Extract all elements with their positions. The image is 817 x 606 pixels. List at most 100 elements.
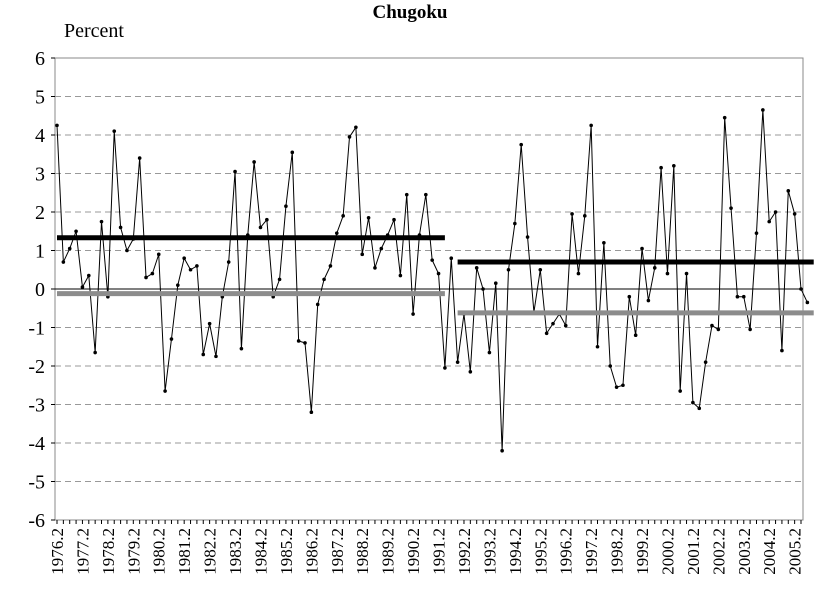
data-point	[347, 135, 352, 139]
y-tick-label: 4	[35, 125, 45, 147]
y-tick-label: -3	[28, 395, 45, 417]
x-tick-label: 1985.2	[277, 528, 296, 575]
y-tick-label: -6	[28, 510, 45, 532]
y-tick-label: -1	[28, 318, 45, 340]
y-tick-label: 0	[35, 279, 45, 301]
data-point	[61, 260, 66, 264]
data-point	[392, 217, 396, 222]
data-point	[404, 192, 409, 197]
data-point	[513, 221, 517, 226]
data-point	[341, 214, 345, 218]
data-point	[735, 294, 740, 299]
data-point	[182, 256, 186, 261]
data-point	[137, 156, 142, 160]
x-tick-label: 1995.2	[531, 528, 550, 575]
y-tick-label: -5	[28, 472, 45, 494]
data-point	[627, 294, 632, 299]
data-point	[640, 246, 644, 251]
data-point	[322, 277, 326, 282]
data-point	[443, 366, 447, 370]
y-tick-label: 3	[35, 164, 45, 186]
data-point	[519, 142, 524, 147]
data-point	[239, 346, 244, 351]
x-tick-label: 1991.2	[430, 528, 449, 575]
data-point	[786, 189, 791, 193]
x-tick-label: 1993.2	[480, 528, 499, 575]
data-point	[672, 164, 676, 168]
data-point	[411, 312, 415, 316]
x-tick-label: 1992.2	[455, 528, 474, 575]
data-point	[729, 206, 733, 210]
data-point	[589, 123, 593, 128]
x-tick-label: 1990.2	[404, 528, 423, 575]
x-tick-label: 1978.2	[99, 528, 118, 575]
data-point	[455, 360, 460, 364]
data-point	[697, 406, 702, 411]
y-tick-label: 6	[35, 48, 45, 70]
data-point	[652, 266, 657, 270]
data-point	[430, 258, 434, 262]
data-point	[474, 266, 479, 270]
data-point	[449, 256, 454, 261]
data-point	[354, 125, 358, 130]
x-tick-label: 2005.2	[786, 528, 805, 575]
series-line	[56, 109, 808, 452]
data-point	[633, 333, 638, 338]
data-point	[303, 341, 307, 345]
data-point	[500, 448, 504, 453]
data-point	[93, 350, 97, 355]
x-tick-label: 1979.2	[124, 528, 143, 575]
y-tick-label: 2	[35, 202, 45, 224]
data-point	[118, 225, 123, 230]
data-point	[748, 327, 752, 332]
data-point	[55, 123, 59, 128]
x-tick-label: 1986.2	[302, 528, 321, 575]
data-point	[163, 389, 167, 393]
data-point	[493, 281, 498, 286]
data-point	[684, 271, 689, 276]
data-point	[290, 150, 295, 155]
x-tick-label: 2002.2	[709, 528, 728, 575]
x-tick-label: 2003.2	[735, 528, 754, 575]
data-point	[99, 219, 104, 224]
data-point	[360, 252, 365, 257]
data-point	[773, 210, 778, 214]
data-point	[538, 267, 543, 272]
x-tick-label: 1989.2	[379, 528, 398, 575]
data-point	[665, 271, 670, 276]
data-point	[112, 129, 117, 133]
data-point	[563, 323, 568, 328]
data-point	[424, 192, 428, 197]
data-point	[258, 225, 263, 230]
data-point	[792, 212, 797, 216]
data-point	[125, 248, 129, 253]
x-tick-label: 1994.2	[506, 528, 525, 575]
y-tick-label: -4	[28, 433, 45, 455]
data-point	[805, 300, 810, 305]
x-tick-label: 1983.2	[226, 528, 245, 575]
data-point	[761, 108, 765, 112]
data-point	[366, 215, 371, 220]
data-point	[86, 273, 91, 278]
data-point	[309, 410, 314, 415]
x-tick-label: 1999.2	[633, 528, 652, 575]
data-point	[214, 354, 218, 359]
data-point	[468, 369, 473, 374]
x-tick-label: 1976.2	[48, 528, 67, 575]
data-point	[80, 285, 85, 289]
data-point	[716, 327, 721, 332]
x-tick-label: 1996.2	[557, 528, 576, 575]
data-point	[201, 352, 206, 357]
data-point	[252, 160, 256, 164]
data-point	[74, 229, 78, 234]
x-tick-label: 2001.2	[684, 528, 703, 575]
data-point	[659, 165, 663, 170]
data-point	[144, 275, 148, 280]
data-point	[481, 287, 485, 291]
data-point	[621, 383, 625, 388]
chart-title: Chugoku	[373, 2, 448, 23]
x-tick-label: 1997.2	[582, 528, 601, 575]
data-point	[595, 344, 600, 349]
x-tick-label: 1987.2	[328, 528, 347, 575]
